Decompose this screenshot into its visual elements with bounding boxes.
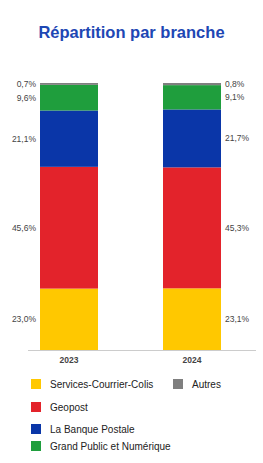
- data-label: 45,3%: [225, 223, 250, 233]
- title: Répartition par branche: [38, 23, 224, 41]
- chart-container: Répartition par branche 23,0% 45,6% 21,1% 9,…: [0, 0, 263, 463]
- bar-segment: [163, 288, 221, 350]
- bar-segment: [163, 109, 221, 167]
- data-label: 21,1%: [12, 134, 37, 144]
- data-label: 23,0%: [12, 314, 37, 324]
- legend-label: Grand Public et Numérique: [50, 441, 171, 452]
- legend-swatch: [31, 441, 41, 451]
- legend: Services-Courrier-Colis Geopost La Banque …: [31, 379, 221, 452]
- bar-segment: [40, 85, 98, 111]
- bar-segment: [40, 111, 98, 167]
- bar-segment: [40, 83, 98, 85]
- legend-label: Services-Courrier-Colis: [50, 379, 153, 390]
- data-label: 9,6%: [17, 93, 37, 103]
- bar-segment: [163, 83, 221, 85]
- bar-segment: [163, 85, 221, 109]
- bar-segment: [163, 167, 221, 288]
- legend-label: Geopost: [50, 402, 88, 413]
- x-axis-line: [28, 350, 256, 351]
- legend-label: La Banque Postale: [50, 424, 135, 435]
- legend-swatch: [31, 424, 41, 434]
- bar-segment: [40, 167, 98, 289]
- data-labels: 23,0% 45,6% 21,1% 9,6% 0,7% 23,1% 45,3% 21,7% 9,…: [12, 79, 250, 324]
- bars: [40, 83, 221, 350]
- legend-swatch: [31, 402, 41, 412]
- data-label: 45,6%: [12, 223, 37, 233]
- data-label: 9,1%: [225, 92, 245, 102]
- data-label: 23,1%: [225, 314, 250, 324]
- bar-segment: [40, 289, 98, 350]
- x-tick-label: 2024: [183, 355, 202, 365]
- data-label: 21,7%: [225, 133, 250, 143]
- x-tick-label: 2023: [60, 355, 79, 365]
- data-label: 0,7%: [17, 79, 37, 89]
- chart-svg: Répartition par branche 23,0% 45,6% 21,1% 9,…: [0, 0, 263, 463]
- legend-swatch: [173, 379, 183, 389]
- legend-label: Autres: [192, 379, 221, 390]
- data-label: 0,8%: [225, 79, 245, 89]
- legend-swatch: [31, 379, 41, 389]
